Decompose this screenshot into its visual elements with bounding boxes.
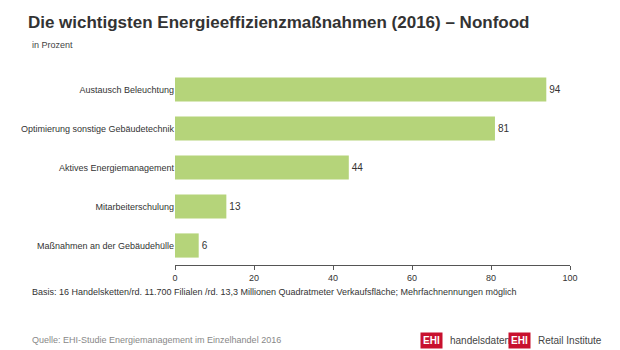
svg-text:Quelle: EHI-Studie Energiemana: Quelle: EHI-Studie Energiemanagement im … [32,335,281,345]
svg-text:94: 94 [549,84,561,95]
svg-text:60: 60 [407,273,417,283]
svg-text:0: 0 [172,273,177,283]
svg-text:81: 81 [498,123,510,134]
svg-text:EHI: EHI [423,335,440,346]
svg-text:20: 20 [249,273,259,283]
svg-text:EHI: EHI [511,335,528,346]
svg-text:6: 6 [202,240,208,251]
svg-text:in Prozent: in Prozent [32,40,73,50]
svg-text:100: 100 [562,273,577,283]
svg-text:Optimierung sonstige Gebäudete: Optimierung sonstige Gebäudetechnik [21,124,175,134]
svg-text:Austausch Beleuchtung: Austausch Beleuchtung [79,85,174,95]
svg-text:40: 40 [328,273,338,283]
svg-text:Die wichtigsten Energieeffizie: Die wichtigsten Energieeffizienzmaßnahme… [28,13,530,32]
svg-text:Mitarbeiterschulung: Mitarbeiterschulung [95,202,174,212]
svg-text:Maßnahmen an der Gebäudehülle: Maßnahmen an der Gebäudehülle [37,241,174,251]
svg-text:Retail Institute: Retail Institute [538,335,602,346]
svg-text:Basis: 16 Handelsketten/rd. 11: Basis: 16 Handelsketten/rd. 11.700 Filia… [32,287,517,297]
svg-text:80: 80 [486,273,496,283]
svg-text:44: 44 [352,162,364,173]
svg-text:Aktives Energiemanagement: Aktives Energiemanagement [59,163,175,173]
svg-text:13: 13 [229,201,241,212]
svg-text:handelsdaten.de: handelsdaten.de [450,335,524,346]
